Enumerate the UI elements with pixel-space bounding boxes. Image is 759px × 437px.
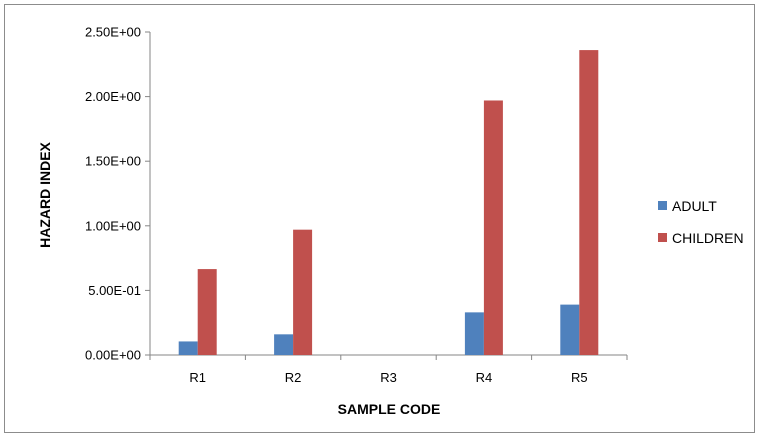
legend-swatch-children (658, 233, 667, 242)
y-tick-label: 0.00E+00 (85, 348, 141, 363)
x-axis-title: SAMPLE CODE (338, 401, 441, 417)
bar-adult-r4 (464, 312, 484, 355)
bars (178, 50, 599, 355)
y-axis-title: HAZARD INDEX (37, 141, 53, 247)
y-tick-label: 5.00E-01 (88, 283, 141, 298)
chart-frame (4, 4, 755, 433)
x-tick-label: R1 (189, 370, 206, 385)
bar-children-r4 (483, 100, 503, 355)
bar-children-r5 (579, 50, 599, 355)
bar-adult-r1 (178, 341, 198, 355)
y-tick-label: 2.50E+00 (85, 25, 141, 40)
x-tick-label: R5 (571, 370, 588, 385)
y-tick-label: 2.00E+00 (85, 89, 141, 104)
y-axis: 0.00E+00 5.00E-01 1.00E+00 1.50E+00 2.00E+00… (85, 25, 151, 363)
legend-swatch-adult (658, 201, 667, 210)
bar-children-r1 (197, 269, 217, 355)
legend: ADULT CHILDREN (658, 198, 744, 246)
bar-adult-r5 (560, 304, 580, 355)
legend-label-children: CHILDREN (672, 230, 744, 246)
y-tick-label: 1.50E+00 (85, 154, 141, 169)
x-tick-label: R4 (476, 370, 493, 385)
y-tick-label: 1.00E+00 (85, 218, 141, 233)
legend-label-adult: ADULT (672, 198, 717, 214)
x-tick-label: R2 (285, 370, 302, 385)
x-axis: R1 R2 R3 R4 R5 (149, 354, 628, 385)
x-tick-label: R3 (380, 370, 397, 385)
bar-adult-r2 (274, 334, 294, 355)
bar-children-r2 (293, 229, 313, 355)
